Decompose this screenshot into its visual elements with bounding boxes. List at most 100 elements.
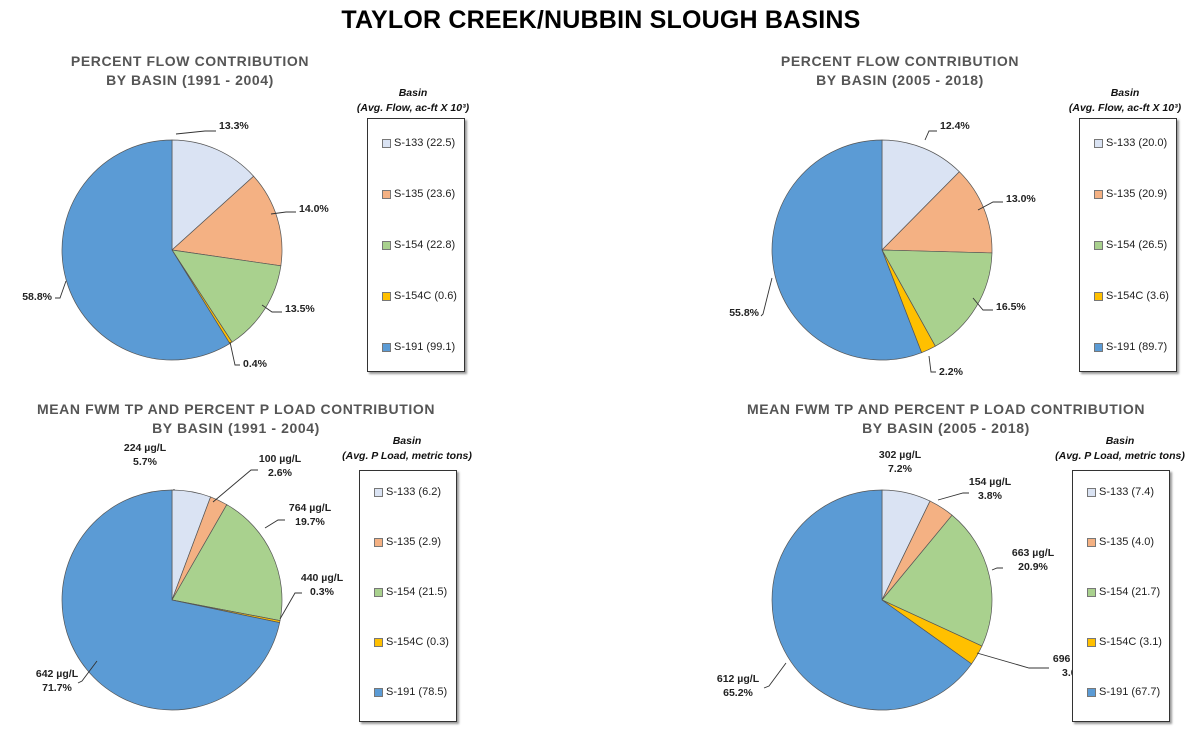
- leader-line: [763, 662, 787, 689]
- legend-label: S-133 (6.2): [386, 486, 442, 498]
- legend-swatch: [374, 587, 383, 597]
- chart-title: PERCENT FLOW CONTRIBUTION BY BASIN (1991 …: [0, 52, 440, 90]
- legend-swatch: [382, 138, 391, 148]
- legend-label: S-133 (7.4): [1099, 486, 1155, 498]
- legend-swatch: [1087, 537, 1096, 547]
- chart-title-line: BY BASIN (1991 - 2004): [152, 420, 320, 436]
- data-label: 0.4%: [243, 358, 268, 370]
- chart-panel-pload-2005-2018: MEAN FWM TP AND PERCENT P LOAD CONTRIBUT…: [601, 398, 1202, 752]
- leader-line: [229, 341, 240, 366]
- chart-panel-pload-1991-2004: MEAN FWM TP AND PERCENT P LOAD CONTRIBUT…: [0, 398, 601, 752]
- pie-slice-s-154: [171, 504, 283, 622]
- legend-title-line: (Avg. Flow, ac-ft X 10³): [356, 102, 470, 114]
- legend-swatch: [382, 189, 391, 199]
- pie-slice-s-154: [171, 249, 282, 343]
- chart-panel-flow-1991-2004: PERCENT FLOW CONTRIBUTION BY BASIN (1991 …: [0, 50, 601, 404]
- legend-label: S-154C (0.3): [386, 636, 449, 648]
- data-label: 13.3%: [219, 120, 249, 132]
- leader-line: [279, 592, 302, 620]
- data-label: 764 µg/L: [289, 502, 332, 514]
- pie-slice-s-135: [171, 175, 283, 267]
- data-label: 440 µg/L: [301, 572, 344, 584]
- legend-title: Basin (Avg. P Load, metric tons): [1040, 434, 1200, 464]
- data-label: 3.8%: [978, 490, 1003, 502]
- legend-title-line: (Avg. P Load, metric tons): [1055, 450, 1185, 462]
- data-label: 224 µg/L: [124, 442, 167, 454]
- pie-chart: 12.4% 13.0% 16.5% 2.2% 55.8%: [729, 120, 1036, 378]
- legend-label: S-133 (22.5): [394, 137, 456, 149]
- legend-item-s-133: S-133 (20.0): [1094, 137, 1167, 149]
- pie-chart: 224 µg/L 5.7% 100 µg/L 2.6% 764 µg/L 19.7% 440…: [36, 442, 344, 711]
- legend-title-line: Basin: [398, 87, 428, 99]
- legend-item-s-133: S-133 (6.2): [374, 486, 441, 498]
- leader-line: [924, 130, 937, 141]
- legend-swatch: [1087, 637, 1096, 647]
- legend-swatch: [374, 487, 383, 497]
- legend-title: Basin (Avg. Flow, ac-ft X 10³): [333, 86, 493, 116]
- chart-title: PERCENT FLOW CONTRIBUTION BY BASIN (2005 …: [650, 52, 1150, 90]
- legend: S-133 (6.2) S-135 (2.9) S-154 (21.5) S-154C…: [359, 470, 457, 722]
- legend-item-s-154c: S-154C (0.6): [382, 290, 457, 302]
- legend-label: S-154C (3.1): [1099, 636, 1162, 648]
- leader-line: [972, 297, 993, 311]
- leader-line: [937, 492, 969, 501]
- data-label: 55.8%: [729, 307, 759, 319]
- legend-item-s-154: S-154 (22.8): [382, 239, 455, 251]
- leader-line: [760, 277, 773, 317]
- data-label: 0.3%: [310, 586, 335, 598]
- legend-item-s-154c: S-154C (0.3): [374, 636, 449, 648]
- legend-label: S-135 (2.9): [386, 536, 442, 548]
- legend-title-line: Basin: [1105, 435, 1135, 447]
- legend: S-133 (7.4) S-135 (4.0) S-154 (21.7) S-154C…: [1072, 470, 1170, 722]
- legend-label: S-191 (99.1): [394, 341, 456, 353]
- page-title: TAYLOR CREEK/NUBBIN SLOUGH BASINS: [341, 6, 861, 34]
- chart-title-line: BY BASIN (2005 - 2018): [862, 420, 1030, 436]
- legend-swatch: [1094, 138, 1103, 148]
- legend-label: S-135 (20.9): [1106, 188, 1168, 200]
- chart-title-line: PERCENT FLOW CONTRIBUTION: [70, 53, 310, 69]
- legend-swatch: [1087, 587, 1096, 597]
- pie-slice-s-191: [61, 139, 231, 361]
- leader-line: [928, 355, 936, 373]
- data-label: 5.7%: [133, 456, 158, 468]
- legend-title-line: Basin: [1110, 87, 1140, 99]
- data-label: 642 µg/L: [36, 668, 79, 680]
- legend-label: S-191 (78.5): [386, 686, 448, 698]
- legend-swatch: [1094, 291, 1103, 301]
- legend-label: S-154C (0.6): [394, 290, 457, 302]
- legend-item-s-191: S-191 (99.1): [382, 341, 455, 353]
- pie-slice-s-154: [881, 514, 993, 647]
- leader-line: [212, 469, 258, 503]
- legend-title: Basin (Avg. Flow, ac-ft X 10³): [1045, 86, 1202, 116]
- data-label: 100 µg/L: [259, 453, 302, 465]
- pie-slice-s-135: [881, 171, 993, 254]
- pie-slice-s-133: [171, 139, 255, 251]
- legend-item-s-154c: S-154C (3.1): [1087, 636, 1162, 648]
- legend-item-s-154: S-154 (21.5): [374, 586, 447, 598]
- chart-title: MEAN FWM TP AND PERCENT P LOAD CONTRIBUT…: [0, 400, 486, 438]
- chart-title-line: MEAN FWM TP AND PERCENT P LOAD CONTRIBUT…: [36, 401, 436, 417]
- legend-label: S-154 (22.8): [394, 239, 456, 251]
- legend-swatch: [374, 537, 383, 547]
- legend-item-s-135: S-135 (20.9): [1094, 188, 1167, 200]
- data-label: 71.7%: [42, 682, 72, 694]
- legend-label: S-133 (20.0): [1106, 137, 1168, 149]
- legend-item-s-133: S-133 (7.4): [1087, 486, 1154, 498]
- chart-title: MEAN FWM TP AND PERCENT P LOAD CONTRIBUT…: [696, 400, 1196, 438]
- legend-label: S-154 (26.5): [1106, 239, 1168, 251]
- pie-slice-s-191: [771, 489, 973, 711]
- legend-swatch: [382, 291, 391, 301]
- data-label: 58.8%: [22, 291, 52, 303]
- legend-label: S-154 (21.5): [386, 586, 448, 598]
- legend-label: S-191 (89.7): [1106, 341, 1168, 353]
- data-label: 302 µg/L: [879, 449, 922, 461]
- chart-panel-flow-2005-2018: PERCENT FLOW CONTRIBUTION BY BASIN (2005 …: [601, 50, 1202, 404]
- legend-item-s-154c: S-154C (3.6): [1094, 290, 1169, 302]
- chart-title-line: BY BASIN (1991 - 2004): [106, 72, 274, 88]
- legend-swatch: [1087, 487, 1096, 497]
- legend-swatch: [374, 637, 383, 647]
- legend-swatch: [1087, 687, 1096, 697]
- leader-line: [991, 567, 1003, 571]
- pie-slice-s-191: [771, 139, 923, 361]
- leader-line: [55, 280, 67, 299]
